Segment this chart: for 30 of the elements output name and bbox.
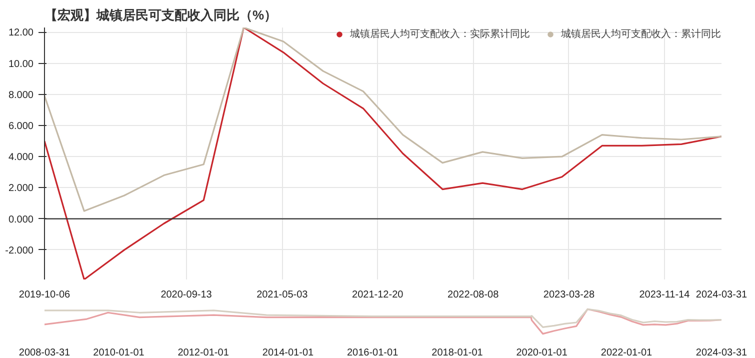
x-tick-label: 2020-09-13 bbox=[160, 290, 212, 300]
x-tick-label: 2024-03-31 bbox=[696, 348, 748, 358]
x-tick-label: 2014-01-01 bbox=[262, 348, 314, 358]
x-tick-label: 2020-01-01 bbox=[516, 348, 568, 358]
x-tick-label: 2008-03-31 bbox=[18, 348, 71, 358]
x-tick-label: 2024-03-31 bbox=[696, 290, 748, 300]
x-tick-label: 2016-01-01 bbox=[347, 348, 399, 358]
y-tick-label: 0.000 bbox=[8, 214, 34, 226]
y-tick-label: 2.000 bbox=[8, 183, 34, 194]
y-tick-label: 12.00 bbox=[8, 28, 34, 39]
x-tick-label: 2012-01-01 bbox=[178, 348, 230, 358]
chart-title: 【宏观】城镇居民可支配收入同比（%） bbox=[44, 8, 278, 22]
x-tick-label: 2022-01-01 bbox=[600, 348, 653, 358]
y-tick-label: 4.000 bbox=[8, 152, 34, 164]
legend-label: 城镇居民人均可支配收入：实际累计同比 bbox=[350, 28, 530, 41]
y-tick-label: 6.000 bbox=[8, 121, 34, 132]
x-tick-label: 2022-08-08 bbox=[448, 290, 500, 300]
x-tick-label: 2018-01-01 bbox=[432, 348, 484, 358]
line-series bbox=[44, 28, 722, 280]
x-tick-label: 2021-12-20 bbox=[352, 290, 404, 300]
x-tick-label: 2010-01-01 bbox=[93, 348, 145, 358]
x-tick-label: 2023-03-28 bbox=[543, 290, 596, 300]
line-series bbox=[44, 28, 722, 212]
x-tick-label: 2019-10-06 bbox=[18, 290, 71, 300]
x-tick-label: 2023-11-14 bbox=[639, 290, 690, 300]
y-tick-label: -2.000 bbox=[5, 245, 34, 256]
y-tick-label: 10.00 bbox=[8, 58, 34, 70]
x-tick-label: 2021-05-03 bbox=[256, 290, 308, 300]
y-tick-label: 8.000 bbox=[8, 90, 34, 101]
legend-label: 城镇居民人均可支配收入：累计同比 bbox=[561, 28, 721, 41]
